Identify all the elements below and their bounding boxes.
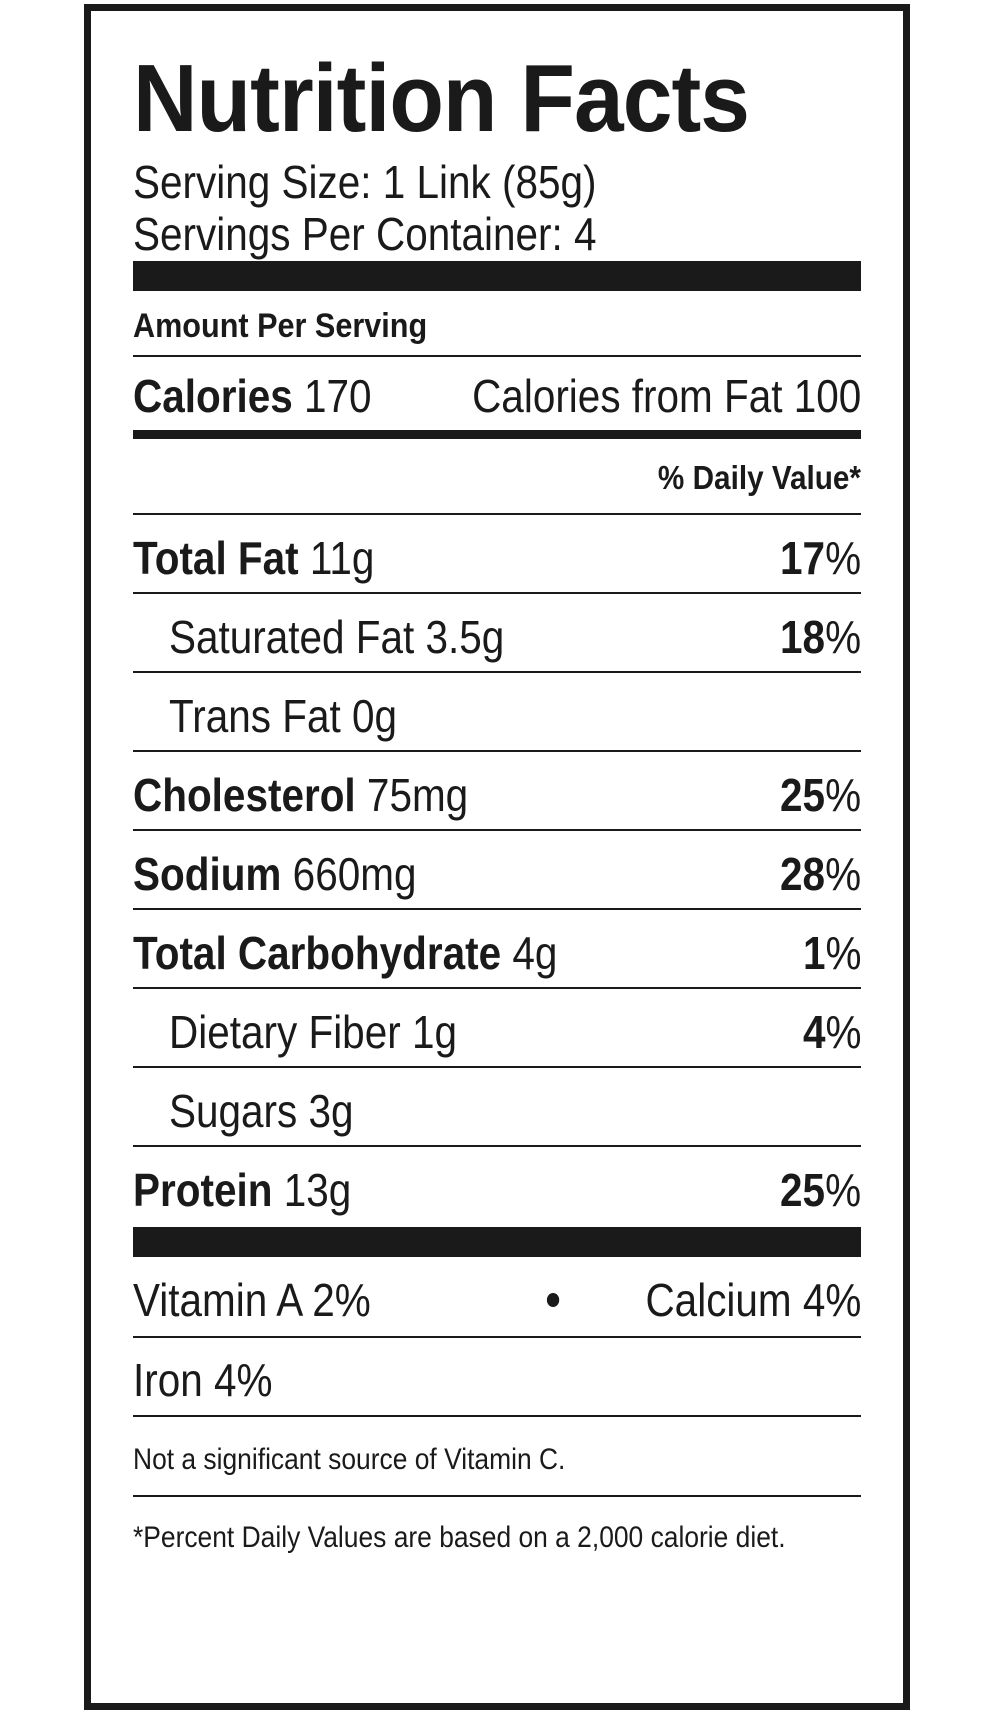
nutrient-row: Cholesterol 75mg 25%: [133, 772, 861, 818]
nutrient-name: Cholesterol: [133, 769, 356, 821]
bullet-dot: [546, 1293, 559, 1307]
daily-value-percent-sign: %: [825, 927, 861, 979]
calories-text: Calories 170: [133, 373, 372, 419]
nutrient-text: Cholesterol 75mg: [133, 772, 468, 818]
daily-value-number: 1: [802, 927, 826, 979]
nutrient-name: Sodium: [133, 848, 282, 900]
bottom-thick-bar: [133, 1227, 861, 1257]
nutrient-name: Sugars: [169, 1085, 298, 1137]
divider: [133, 987, 861, 989]
divider: [133, 671, 861, 673]
daily-value-percent-sign: %: [825, 1006, 861, 1058]
nutrient-amount: 3g: [308, 1085, 354, 1137]
nutrient-daily-value: 25%: [780, 772, 861, 818]
nutrient-amount: 3.5g: [425, 611, 505, 663]
amount-per-serving-row: Amount Per Serving: [133, 307, 861, 346]
nutrient-text: Protein 13g: [133, 1167, 351, 1213]
nutrient-row: Protein 13g 25%: [133, 1167, 861, 1213]
nutrient-name: Trans Fat: [169, 690, 341, 742]
divider: [133, 829, 861, 831]
medium-bar: [133, 430, 861, 439]
calories-value: 170: [303, 370, 372, 422]
nutrient-text: Trans Fat 0g: [169, 693, 397, 739]
nutrient-amount: 660mg: [292, 848, 417, 900]
divider: [133, 750, 861, 752]
nutrient-text: Total Carbohydrate 4g: [133, 930, 557, 976]
nutrient-name: Saturated Fat: [169, 611, 415, 663]
nutrient-text: Dietary Fiber 1g: [169, 1009, 457, 1055]
nutrition-facts-label: Nutrition Facts Serving Size: 1 Link (85…: [84, 4, 910, 1710]
nutrient-row: Trans Fat 0g: [133, 693, 861, 739]
nutrient-row: Sugars 3g: [133, 1088, 861, 1134]
divider: [133, 1336, 861, 1338]
calories-from-fat-value: 100: [793, 370, 861, 422]
label-content: Nutrition Facts Serving Size: 1 Link (85…: [133, 11, 861, 1703]
nutrient-amount: 4g: [512, 927, 558, 979]
daily-value-number: 25: [779, 1164, 826, 1216]
nutrient-row: Dietary Fiber 1g 4%: [133, 1009, 861, 1055]
daily-value-number: 4: [802, 1006, 826, 1058]
nutrient-name: Dietary Fiber: [169, 1006, 401, 1058]
nutrient-name: Total Fat: [133, 532, 299, 584]
daily-value-number: 28: [779, 848, 826, 900]
calories-from-fat-label: Calories from Fat: [471, 370, 783, 422]
serving-size: Serving Size: 1 Link (85g): [133, 156, 597, 208]
nutrient-text: Sodium 660mg: [133, 851, 416, 897]
nutrient-daily-value: 28%: [780, 851, 861, 897]
vitamin-row-2: Iron 4%: [133, 1357, 861, 1403]
daily-value-percent-sign: %: [825, 769, 861, 821]
daily-value-percent-sign: %: [825, 611, 861, 663]
nutrient-row: Saturated Fat 3.5g 18%: [133, 614, 861, 660]
daily-value-header-row: % Daily Value*: [133, 459, 861, 497]
nutrient-name: Total Carbohydrate: [133, 927, 502, 979]
iron: Iron 4%: [133, 1354, 273, 1406]
nutrient-amount: 0g: [351, 690, 397, 742]
top-thick-bar: [133, 261, 861, 291]
nutrient-text: Saturated Fat 3.5g: [169, 614, 504, 660]
nutrient-text: Total Fat 11g: [133, 535, 374, 581]
nutrient-name: Protein: [133, 1164, 273, 1216]
calories-from-fat: Calories from Fat 100: [472, 373, 861, 419]
vitamin-c-note: Not a significant source of Vitamin C.: [133, 1443, 566, 1476]
calcium-group: Calcium 4%: [546, 1277, 861, 1323]
amount-per-serving: Amount Per Serving: [133, 307, 428, 345]
nutrient-amount: 11g: [309, 532, 375, 584]
servings-per-container: Servings Per Container: 4: [133, 208, 597, 260]
divider: [133, 355, 861, 357]
divider: [133, 1415, 861, 1417]
nutrient-amount: 75mg: [366, 769, 469, 821]
daily-value-number: 25: [779, 769, 826, 821]
nutrient-amount: 1g: [411, 1006, 457, 1058]
calcium: Calcium 4%: [645, 1274, 861, 1326]
divider: [133, 908, 861, 910]
label-title: Nutrition Facts: [133, 45, 750, 152]
nutrient-row: Sodium 660mg 28%: [133, 851, 861, 897]
divider: [133, 592, 861, 594]
nutrient-row: Total Carbohydrate 4g 1%: [133, 930, 861, 976]
vitamin-a: Vitamin A 2%: [133, 1274, 371, 1326]
nutrient-daily-value: 17%: [780, 535, 861, 581]
daily-value-percent-sign: %: [825, 1164, 861, 1216]
nutrient-daily-value: 25%: [780, 1167, 861, 1213]
vitamin-row-1: Vitamin A 2% Calcium 4%: [133, 1277, 861, 1323]
nutrient-text: Sugars 3g: [169, 1088, 354, 1134]
calories-row: Calories 170 Calories from Fat 100: [133, 373, 861, 419]
percent-dv-footnote: *Percent Daily Values are based on a 2,0…: [133, 1521, 786, 1554]
divider: [133, 1495, 861, 1497]
calories-label: Calories: [133, 370, 293, 422]
nutrient-daily-value: 1%: [802, 930, 861, 976]
daily-value-number: 18: [779, 611, 826, 663]
nutrient-daily-value: 18%: [780, 614, 861, 660]
nutrient-amount: 13g: [283, 1164, 352, 1216]
divider: [133, 1066, 861, 1068]
daily-value-header: % Daily Value*: [657, 459, 861, 496]
divider: [133, 1145, 861, 1147]
daily-value-number: 17: [779, 532, 826, 584]
nutrient-daily-value: 4%: [802, 1009, 861, 1055]
nutrient-row: Total Fat 11g 17%: [133, 535, 861, 581]
daily-value-percent-sign: %: [825, 532, 861, 584]
daily-value-percent-sign: %: [825, 848, 861, 900]
divider: [133, 513, 861, 515]
